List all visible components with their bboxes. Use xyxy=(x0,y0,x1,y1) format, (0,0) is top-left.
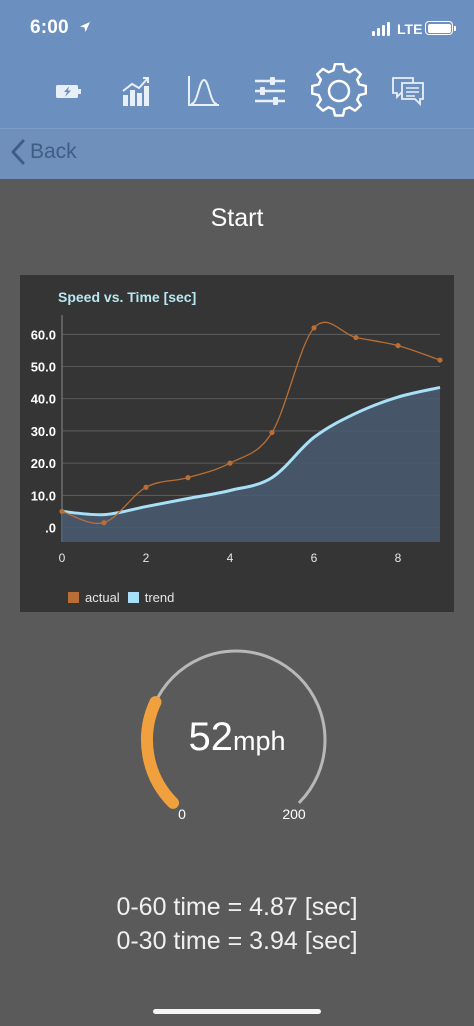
legend-label-actual: actual xyxy=(85,590,120,605)
actual-point xyxy=(437,357,443,363)
network-label: LTE xyxy=(397,21,423,37)
bell-curve-icon[interactable] xyxy=(184,60,222,122)
navigation-bar: Back xyxy=(0,128,474,179)
speed-gauge xyxy=(141,649,327,809)
back-label: Back xyxy=(30,140,77,163)
x-tick-label: 4 xyxy=(227,551,234,565)
gauge-max-label: 200 xyxy=(282,806,306,822)
speed-value: 52 xyxy=(188,715,233,759)
gauge-fill xyxy=(141,696,180,809)
gear-icon[interactable] xyxy=(310,60,368,122)
x-tick-label: 2 xyxy=(143,551,150,565)
legend-label-trend: trend xyxy=(144,590,175,605)
y-tick-label: 10.0 xyxy=(31,488,56,503)
stat-0-30: 0-30 time = 3.94 [sec] xyxy=(116,927,358,955)
actual-point xyxy=(143,484,149,490)
bar-chart-icon[interactable] xyxy=(116,60,154,122)
y-tick-label: 20.0 xyxy=(31,456,56,471)
back-button[interactable]: Back xyxy=(10,139,77,165)
actual-point xyxy=(227,460,233,466)
actual-point xyxy=(395,342,401,349)
location-arrow-icon xyxy=(80,22,90,32)
actual-point xyxy=(59,508,65,515)
stat-0-60: 0-60 time = 4.87 [sec] xyxy=(116,893,358,921)
chat-icon[interactable] xyxy=(388,60,428,122)
y-tick-label: 60.0 xyxy=(31,327,56,342)
chart-plot: .0 10.0 20.0 30.0 40.0 50.0 60.0 0 2 4 6 8 xyxy=(31,315,443,565)
status-bar: 6:00 LTE xyxy=(0,0,474,58)
actual-line xyxy=(61,321,441,525)
y-tick-label: .0 xyxy=(45,521,56,536)
chart-legend: actual trend xyxy=(68,590,182,605)
legend-item-trend[interactable]: trend xyxy=(127,590,175,605)
x-tick-label: 0 xyxy=(59,551,66,565)
x-tick-label: 6 xyxy=(311,551,318,565)
trend-line xyxy=(61,385,441,517)
home-indicator xyxy=(153,1009,321,1014)
sliders-icon[interactable] xyxy=(250,60,290,122)
trend-area xyxy=(62,387,440,542)
battery-icon xyxy=(425,21,456,35)
toolbar xyxy=(0,60,474,122)
legend-swatch-trend xyxy=(127,592,139,603)
actual-point xyxy=(185,475,191,481)
gauge-min-label: 0 xyxy=(178,806,186,822)
top-header: 6:00 LTE xyxy=(0,0,474,128)
signal-strength-icon xyxy=(372,22,390,36)
status-time: 6:00 xyxy=(30,17,69,38)
battery-charging-icon[interactable] xyxy=(48,60,88,122)
chart-title: Speed vs. Time [sec] xyxy=(58,289,197,305)
y-tick-label: 30.0 xyxy=(31,424,56,439)
speed-chart: Speed vs. Time [sec] .0 10.0 20.0 30.0 40.0 5… xyxy=(20,275,454,612)
actual-point xyxy=(269,429,275,436)
y-tick-label: 50.0 xyxy=(31,360,56,375)
actual-point xyxy=(101,520,107,526)
screen-title: Start xyxy=(210,204,264,232)
speed-unit: mph xyxy=(232,726,286,756)
actual-point xyxy=(353,334,359,341)
chevron-left-icon xyxy=(11,139,25,165)
actual-point xyxy=(311,325,317,331)
legend-swatch-actual xyxy=(68,592,79,603)
speed-readout: 52mph xyxy=(0,715,474,760)
legend-item-actual[interactable]: actual xyxy=(68,590,120,605)
x-tick-label: 8 xyxy=(395,551,402,565)
y-tick-label: 40.0 xyxy=(31,392,56,407)
